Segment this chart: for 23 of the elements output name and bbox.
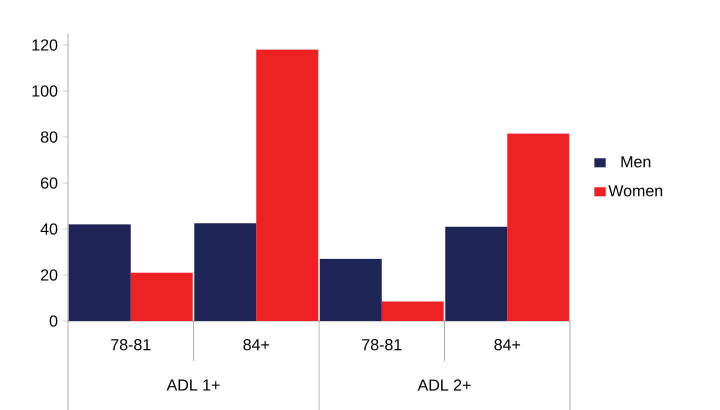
y-tick-label: 120 [32,39,58,51]
bar [194,223,256,321]
x-tick-label: 84+ [243,339,270,350]
y-tick-label: 100 [32,85,58,97]
x-tick-label: 78-81 [111,339,150,350]
text: ADL 1+ [166,380,220,391]
legend-label: Women [608,185,662,196]
x-tick-label: 84+ [494,339,520,350]
bar [130,272,193,321]
bar [507,134,570,321]
y-tick-label: 40 [40,223,58,235]
text: ADL 2+ [418,379,471,391]
x-tick-label: 78-81 [362,339,402,350]
y-tick-label: 0 [50,315,58,327]
bar [445,226,508,321]
y-tick-label: 80 [40,131,58,143]
bar [382,301,444,321]
bar [256,50,318,321]
y-tick-label: 60 [40,177,58,189]
y-tick-label: 20 [40,269,58,281]
bar [68,224,131,321]
legend-label: Men [622,156,650,168]
bar [320,258,382,321]
